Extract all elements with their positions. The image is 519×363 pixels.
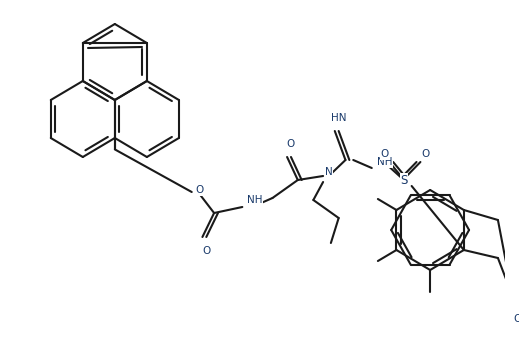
Text: NH: NH <box>247 195 263 205</box>
Text: S: S <box>400 174 407 187</box>
Text: NH: NH <box>377 157 392 167</box>
Text: O: O <box>196 185 204 195</box>
Text: O: O <box>513 314 519 324</box>
Text: O: O <box>202 246 210 256</box>
Text: O: O <box>380 149 389 159</box>
Text: O: O <box>287 139 295 149</box>
Text: O: O <box>421 149 429 159</box>
Text: HN: HN <box>331 113 346 123</box>
Text: N: N <box>325 167 333 177</box>
